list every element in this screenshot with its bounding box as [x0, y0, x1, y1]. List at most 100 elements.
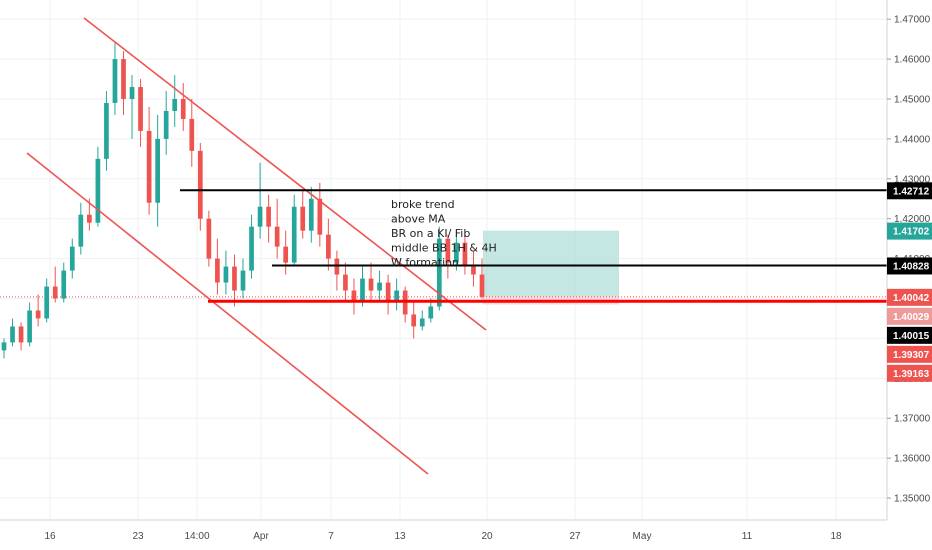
time-tick-label: 14:00: [184, 531, 209, 542]
candle-body: [138, 87, 143, 131]
price-tag: 1.40042: [887, 288, 932, 306]
price-tick-label: 1.35000: [894, 494, 931, 505]
candle-body: [146, 130, 152, 203]
candle-body: [129, 87, 135, 99]
price-tag-bg: [887, 326, 932, 344]
candle-body: [78, 214, 84, 247]
candle-body: [462, 242, 468, 267]
candle-body: [223, 266, 229, 283]
candle-body: [10, 326, 15, 343]
candle-body: [44, 286, 50, 319]
grid: [0, 0, 887, 520]
candle-body: [300, 206, 306, 231]
price-tag: 1.39307: [887, 345, 932, 363]
price-tag-label: 1.39163: [893, 369, 930, 380]
candle-body: [69, 246, 75, 271]
candle-body: [206, 218, 212, 259]
time-tick-label: Apr: [253, 531, 269, 542]
price-tag-label: 1.42712: [893, 186, 930, 197]
price-tag-bg: [887, 364, 932, 382]
candle-body: [385, 282, 391, 303]
drawings: [26, 17, 887, 475]
candle-body: [249, 226, 254, 271]
candle-body: [291, 206, 297, 263]
candle-body: [215, 258, 220, 283]
annotation-line: above MA: [391, 213, 446, 226]
candle-body: [121, 59, 126, 99]
annotation-line: middle BB 1H & 4H: [391, 242, 497, 255]
candle-body: [87, 214, 92, 223]
candle-body: [428, 306, 434, 319]
time-tick-label: May: [633, 531, 652, 542]
price-tick-label: 1.43000: [894, 174, 931, 185]
price-tag: 1.41702: [887, 222, 932, 240]
price-tag-label: 1.40015: [893, 331, 930, 342]
price-tags: 1.42712 1.41702 1.40828 1.40042 1.40029 1.400…: [887, 182, 932, 382]
candle-body: [197, 150, 203, 219]
price-tag-label: 1.41702: [893, 227, 930, 238]
candle-body: [317, 198, 323, 235]
candle-body: [368, 278, 374, 291]
candle-body: [95, 158, 101, 223]
time-tick-label: 7: [328, 531, 334, 542]
candle-body: [308, 198, 314, 231]
candle-body: [360, 278, 365, 303]
price-tick-label: 1.36000: [894, 454, 931, 465]
candle-body: [240, 270, 246, 291]
candle-body: [274, 226, 280, 247]
time-tick-label: 20: [481, 531, 493, 542]
price-tag-label: 1.39307: [893, 350, 930, 361]
price-tag-bg: [887, 307, 932, 325]
candle-body: [257, 206, 263, 227]
candle-body: [445, 238, 451, 263]
candle-body: [454, 242, 459, 263]
price-tick-label: 1.46000: [894, 55, 931, 66]
candle-body: [471, 266, 476, 275]
candle-body: [27, 310, 32, 343]
candle-body: [52, 286, 58, 299]
candle-body: [479, 274, 485, 297]
price-tag-label: 1.40828: [893, 261, 930, 272]
candle-body: [155, 138, 160, 203]
time-tick-label: 23: [132, 531, 144, 542]
annotation-line: broke trend: [391, 198, 455, 211]
price-tag-label: 1.40029: [893, 312, 930, 323]
price-tag: 1.39163: [887, 364, 932, 382]
candle-body: [104, 102, 109, 159]
lower-channel-line: [26, 152, 429, 475]
candle-body: [283, 246, 289, 263]
target-zone: [483, 230, 619, 297]
candle-body: [172, 98, 178, 111]
candle-body: [377, 282, 382, 291]
price-tag-label: 1.40042: [893, 293, 930, 304]
candle-body: [343, 274, 348, 291]
time-tick-label: 27: [569, 531, 581, 542]
time-scale-labels: 16 23 14:00 Apr 7 13 20 27 May 11 18: [44, 531, 842, 542]
price-tag-bg: [887, 222, 932, 240]
candle-body: [112, 59, 118, 103]
price-tick-label: 1.47000: [894, 15, 931, 26]
time-tick-label: 16: [44, 531, 56, 542]
price-tick-label: 1.37000: [894, 414, 931, 425]
price-tag: 1.40029: [887, 307, 932, 325]
candle-body: [411, 314, 417, 327]
candle-body: [419, 318, 425, 327]
time-tick-label: 11: [742, 531, 753, 542]
candle-body: [61, 270, 67, 299]
annotation-line: W formation: [391, 256, 459, 269]
candle-body: [180, 98, 186, 119]
price-tick-label: 1.45000: [894, 94, 931, 105]
price-tick-label: 1.42000: [894, 214, 931, 225]
candle-body: [334, 258, 340, 275]
price-tag-bg: [887, 182, 932, 200]
price-tag-bg: [887, 345, 932, 363]
time-axis-panel[interactable]: [0, 520, 932, 550]
candle-body: [351, 290, 357, 303]
candle-body: [163, 110, 169, 139]
candle-body: [326, 234, 331, 259]
price-tag: 1.40015: [887, 326, 932, 344]
candle-body: [35, 310, 41, 319]
price-tag-bg: [887, 257, 932, 275]
